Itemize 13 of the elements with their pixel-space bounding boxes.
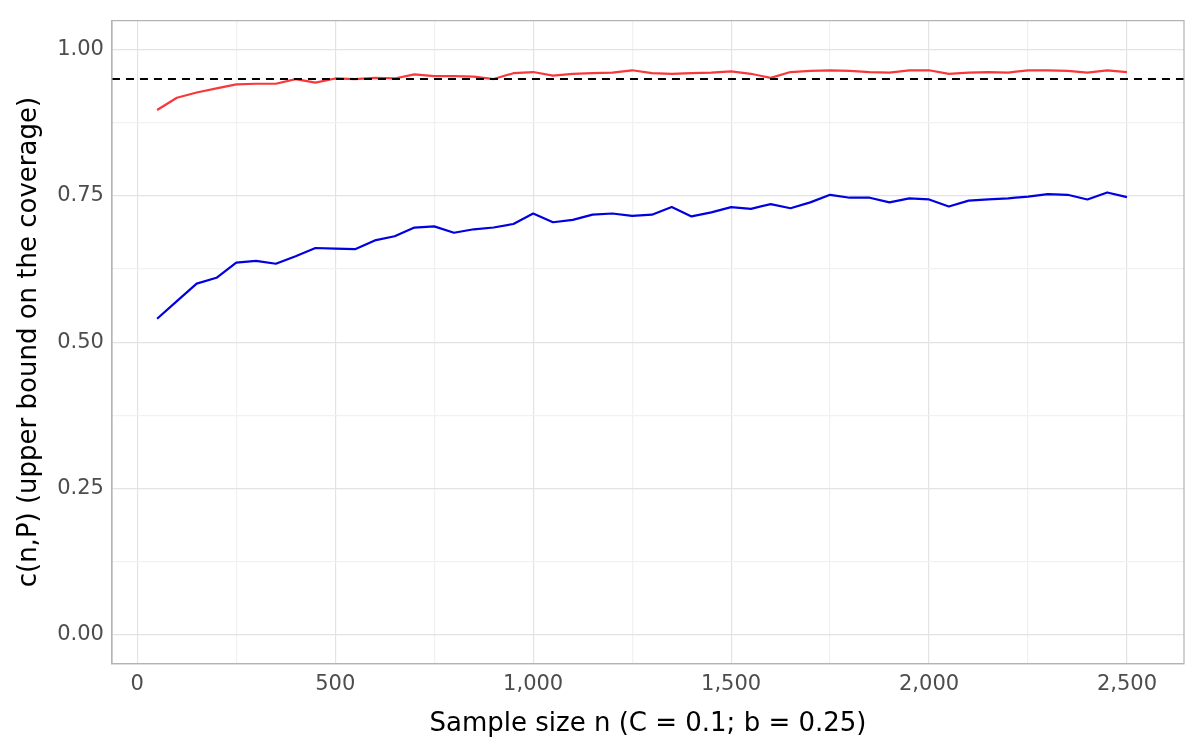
y-tick-label: 0.50 — [57, 328, 104, 353]
y-axis-title: c(n,P) (upper bound on the coverage) — [12, 96, 43, 588]
y-tick-label: 0.25 — [57, 474, 104, 499]
x-axis-title: Sample size n (C = 0.1; b = 0.25) — [429, 707, 867, 738]
y-tick-label: 0.00 — [57, 620, 104, 645]
x-tick-label: 2,500 — [1096, 670, 1158, 695]
y-tick-label: 0.75 — [57, 182, 104, 207]
x-tick-label: 500 — [315, 670, 356, 695]
x-tick-label: 2,000 — [898, 670, 960, 695]
y-tick-label: 1.00 — [57, 36, 104, 61]
x-tick-label: 1,500 — [701, 670, 762, 695]
x-tick-label: 0 — [130, 670, 144, 695]
x-tick-label: 1,000 — [503, 670, 564, 695]
